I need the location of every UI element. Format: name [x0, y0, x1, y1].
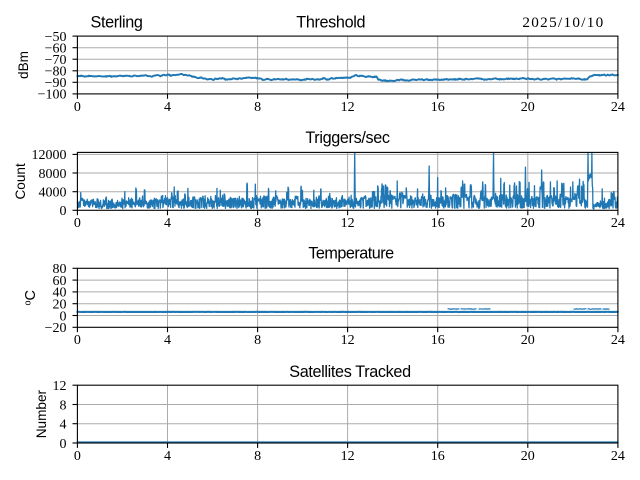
svg-text:−60: −60 — [45, 42, 67, 57]
svg-text:24: 24 — [611, 100, 625, 115]
svg-text:−50: −50 — [45, 30, 67, 45]
svg-text:0: 0 — [74, 100, 81, 115]
svg-text:60: 60 — [53, 274, 67, 289]
svg-text:Threshold: Threshold — [296, 14, 365, 32]
svg-text:8: 8 — [254, 216, 261, 231]
svg-text:24: 24 — [611, 216, 625, 231]
svg-text:12: 12 — [341, 449, 355, 464]
svg-text:8000: 8000 — [39, 167, 67, 182]
svg-text:12: 12 — [341, 100, 355, 115]
svg-text:8: 8 — [254, 100, 261, 115]
svg-text:−80: −80 — [45, 65, 67, 80]
svg-text:Sterling: Sterling — [91, 14, 143, 32]
svg-text:4: 4 — [164, 100, 171, 115]
svg-text:4: 4 — [164, 449, 171, 464]
svg-text:12000: 12000 — [32, 148, 67, 163]
svg-text:0: 0 — [60, 437, 67, 452]
svg-text:8: 8 — [60, 398, 67, 413]
svg-text:0: 0 — [74, 333, 81, 348]
svg-text:−100: −100 — [38, 88, 67, 103]
svg-text:oC: oC — [23, 290, 39, 306]
svg-text:0: 0 — [60, 204, 67, 219]
svg-text:20: 20 — [521, 333, 535, 348]
svg-text:80: 80 — [53, 262, 67, 277]
svg-text:40: 40 — [53, 286, 67, 301]
svg-text:16: 16 — [431, 333, 445, 348]
svg-text:4000: 4000 — [39, 186, 67, 201]
svg-text:24: 24 — [611, 333, 625, 348]
svg-text:2025/10/10: 2025/10/10 — [522, 14, 604, 31]
svg-text:dBm: dBm — [16, 51, 31, 79]
svg-text:−70: −70 — [45, 53, 67, 68]
svg-text:0: 0 — [60, 309, 67, 324]
svg-text:8: 8 — [254, 449, 261, 464]
svg-text:24: 24 — [611, 449, 625, 464]
svg-text:20: 20 — [521, 216, 535, 231]
svg-text:Number: Number — [34, 389, 49, 438]
svg-text:16: 16 — [431, 216, 445, 231]
svg-text:0: 0 — [74, 449, 81, 464]
svg-text:8: 8 — [254, 333, 261, 348]
svg-text:20: 20 — [521, 100, 535, 115]
svg-text:12: 12 — [341, 216, 355, 231]
svg-text:4: 4 — [60, 418, 67, 433]
svg-text:0: 0 — [74, 216, 81, 231]
svg-text:12: 12 — [341, 333, 355, 348]
svg-text:12: 12 — [53, 379, 67, 394]
svg-text:Triggers/sec: Triggers/sec — [305, 129, 390, 147]
svg-text:−90: −90 — [45, 76, 67, 91]
svg-text:−20: −20 — [45, 321, 67, 336]
svg-text:16: 16 — [431, 449, 445, 464]
svg-text:20: 20 — [53, 298, 67, 313]
svg-text:Count: Count — [13, 163, 28, 199]
svg-text:Satellites Tracked: Satellites Tracked — [289, 363, 410, 381]
svg-text:20: 20 — [521, 449, 535, 464]
svg-text:Temperature: Temperature — [308, 245, 394, 263]
svg-text:4: 4 — [164, 333, 171, 348]
svg-text:4: 4 — [164, 216, 171, 231]
svg-text:16: 16 — [431, 100, 445, 115]
